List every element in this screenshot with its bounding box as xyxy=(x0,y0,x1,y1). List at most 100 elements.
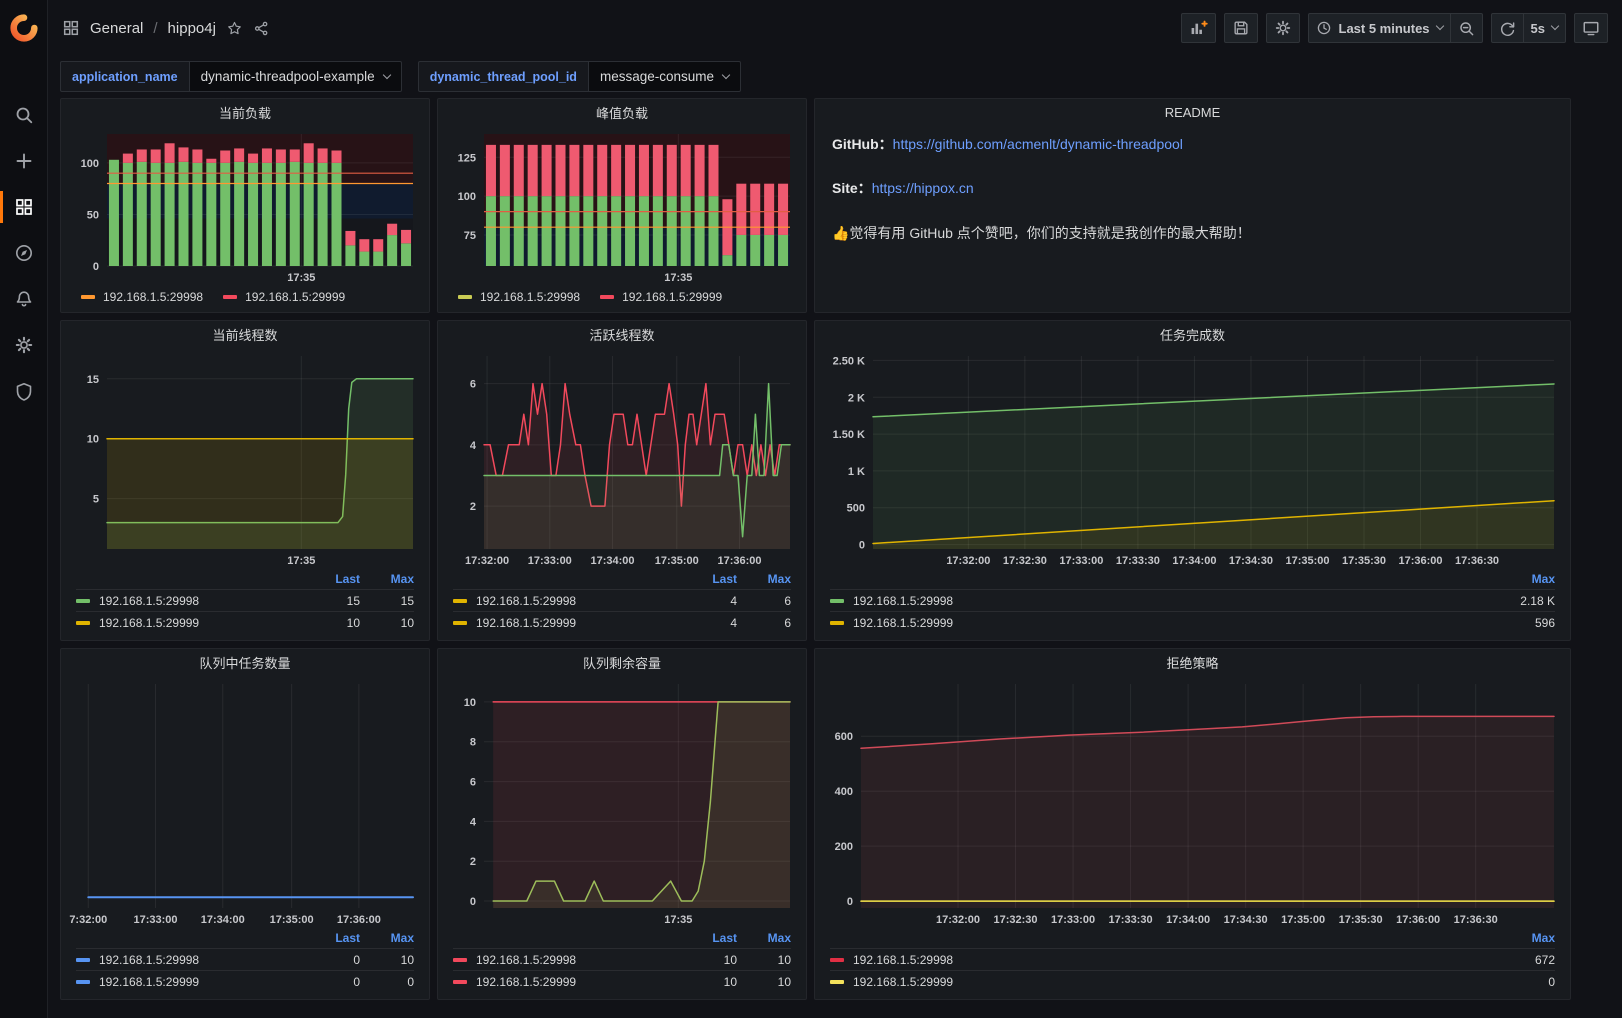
legend-item[interactable]: 192.168.1.5:29998 xyxy=(81,290,203,304)
legend-column-header[interactable]: Max xyxy=(767,931,791,945)
panel-title[interactable]: 峰值负载 xyxy=(595,106,648,121)
sidebar-item-create[interactable] xyxy=(0,138,47,184)
peak-load-chart[interactable]: 75 100 125 17:35 xyxy=(446,126,798,286)
svg-text:17:32:00: 17:32:00 xyxy=(946,555,990,567)
add-panel-button[interactable] xyxy=(1180,13,1216,43)
grafana-logo[interactable] xyxy=(0,0,47,56)
search-icon xyxy=(16,107,32,124)
github-link[interactable]: https://github.com/acmenlt/dynamic-threa… xyxy=(892,136,1183,152)
legend-column-header[interactable]: Max xyxy=(390,931,414,945)
legend-column-header[interactable]: Max xyxy=(1531,572,1555,586)
series-label: 192.168.1.5:29999 xyxy=(476,974,577,989)
sidebar-item-explore[interactable] xyxy=(0,230,47,276)
svg-text:17:33:00: 17:33:00 xyxy=(528,555,572,567)
sidebar-item-configuration[interactable] xyxy=(0,322,47,368)
legend-row[interactable]: 192.168.1.5:29999 0 0 xyxy=(76,970,414,992)
legend-column-header[interactable]: Last xyxy=(335,572,360,586)
breadcrumb-dashboard-name[interactable]: hippo4j xyxy=(167,19,216,37)
legend-column-header[interactable]: Max xyxy=(767,572,791,586)
legend-row[interactable]: 192.168.1.5:29998 4 6 xyxy=(453,589,791,611)
panel-title[interactable]: 当前负载 xyxy=(218,106,271,121)
legend-column-header[interactable]: Last xyxy=(335,931,360,945)
legend-value: 596 xyxy=(1534,615,1555,630)
svg-text:17:34:30: 17:34:30 xyxy=(1224,914,1268,926)
legend-item[interactable]: 192.168.1.5:29999 xyxy=(223,290,345,304)
sidebar-item-dashboards[interactable] xyxy=(0,184,47,230)
panel-title[interactable]: 拒绝策略 xyxy=(1166,656,1219,671)
save-dashboard-button[interactable] xyxy=(1223,13,1258,43)
star-icon xyxy=(228,21,241,34)
time-range-picker[interactable]: Last 5 minutes xyxy=(1307,13,1451,43)
queue-capacity-chart[interactable]: 0 2 4 6 8 10 17:35 xyxy=(446,676,798,928)
legend-row[interactable]: 192.168.1.5:29998 2.18 K xyxy=(830,589,1555,611)
queue-capacity-legend: Last Max 192.168.1.5:29998 10 10 192.168.1.5:… xyxy=(438,928,806,999)
series-color-dash-icon xyxy=(76,979,90,984)
rejection-policy-chart[interactable]: 0 200 400 600 17:32:00 17:32:30 17:33:00 17:33:… xyxy=(823,676,1562,928)
queue-tasks-chart[interactable]: 7:32:00 17:33:00 17:34:00 17:35:00 17:36:00 xyxy=(69,676,421,928)
legend-row[interactable]: 192.168.1.5:29998 10 10 xyxy=(453,948,791,970)
legend-column-header[interactable]: Max xyxy=(390,572,414,586)
refresh-button[interactable] xyxy=(1490,13,1524,43)
active-threads-chart[interactable]: 2 4 6 17:32:00 17:33:00 17:34:00 17:35:00 17:36… xyxy=(446,348,798,569)
panel-title[interactable]: 队列剩余容量 xyxy=(582,656,661,671)
series-color-dash-icon xyxy=(830,957,844,962)
variable-value-dropdown[interactable]: message-consume xyxy=(587,61,742,92)
legend-row[interactable]: 192.168.1.5:29998 0 10 xyxy=(76,948,414,970)
legend-item[interactable]: 192.168.1.5:29999 xyxy=(600,290,722,304)
legend-row[interactable]: 192.168.1.5:29999 0 xyxy=(830,970,1555,992)
panel-title[interactable]: 当前线程数 xyxy=(212,328,278,343)
star-dashboard-button[interactable] xyxy=(226,20,243,37)
legend-column-header[interactable]: Last xyxy=(712,931,737,945)
variable-value-dropdown[interactable]: dynamic-threadpool-example xyxy=(188,61,402,92)
panel-title[interactable]: 队列中任务数量 xyxy=(199,656,291,671)
legend-row[interactable]: 192.168.1.5:29999 10 10 xyxy=(76,611,414,633)
panel-title[interactable]: README xyxy=(1164,105,1221,120)
series-color-dash-icon xyxy=(600,294,615,299)
compass-icon xyxy=(15,245,32,261)
legend-value: 6 xyxy=(784,593,791,608)
legend-row[interactable]: 192.168.1.5:29999 10 10 xyxy=(453,970,791,992)
series-label: 192.168.1.5:29998 xyxy=(476,952,577,967)
series-color-dash-icon xyxy=(830,598,844,603)
completed-tasks-chart[interactable]: 0 500 1 K 1.50 K 2 K 2.50 K 17:32:00 17:32:30 17… xyxy=(823,348,1562,569)
sidebar-item-alerting[interactable] xyxy=(0,276,47,322)
site-link[interactable]: https://hippox.cn xyxy=(871,180,974,197)
svg-text:17:36:00: 17:36:00 xyxy=(717,555,761,567)
svg-text:17:35: 17:35 xyxy=(287,272,315,284)
zoom-out-button[interactable] xyxy=(1450,13,1483,43)
dashboard-settings-button[interactable] xyxy=(1265,13,1300,43)
panel-title[interactable]: 任务完成数 xyxy=(1159,328,1225,343)
series-label: 192.168.1.5:29999 xyxy=(853,615,954,630)
current-threads-chart[interactable]: 5 10 15 17:35 xyxy=(69,348,421,569)
series-label: 192.168.1.5:29998 xyxy=(99,952,200,967)
series-label: 192.168.1.5:29999 xyxy=(99,615,200,630)
breadcrumb-folder[interactable]: General xyxy=(90,19,144,37)
legend-column-header[interactable]: Last xyxy=(712,572,737,586)
legend-row[interactable]: 192.168.1.5:29998 672 xyxy=(830,948,1555,970)
legend-row[interactable]: 192.168.1.5:29999 4 6 xyxy=(453,611,791,633)
series-color-dash-icon xyxy=(830,979,844,984)
legend-column-header[interactable]: Max xyxy=(1531,931,1555,945)
panel-title[interactable]: 活跃线程数 xyxy=(589,328,655,343)
current-load-chart[interactable]: 0 50 100 17:35 xyxy=(69,126,421,286)
chevron-down-icon xyxy=(721,70,731,79)
tv-mode-button[interactable] xyxy=(1574,13,1608,43)
series-label: 192.168.1.5:29998 xyxy=(480,289,581,304)
sidebar-item-search[interactable] xyxy=(0,92,47,138)
legend-header: Last Max xyxy=(76,928,414,948)
legend-header: Last Max xyxy=(76,569,414,589)
refresh-interval-picker[interactable]: 5s xyxy=(1523,13,1566,43)
legend-item[interactable]: 192.168.1.5:29998 xyxy=(458,290,580,304)
rejection-policy-legend: Max 192.168.1.5:29998 672 192.168.1.5:29999… xyxy=(815,928,1570,999)
share-dashboard-button[interactable] xyxy=(253,20,270,37)
sidebar-item-server-admin[interactable] xyxy=(0,368,47,414)
legend-row[interactable]: 192.168.1.5:29998 15 15 xyxy=(76,589,414,611)
svg-text:4: 4 xyxy=(470,816,477,828)
legend-row[interactable]: 192.168.1.5:29999 596 xyxy=(830,611,1555,633)
legend-value: 4 xyxy=(730,593,737,608)
svg-text:5: 5 xyxy=(93,494,99,506)
svg-text:600: 600 xyxy=(835,731,853,743)
legend-value: 15 xyxy=(400,593,414,608)
series-color-dash-icon xyxy=(453,620,467,625)
template-variables-row: application_name dynamic-threadpool-exam… xyxy=(60,61,742,92)
